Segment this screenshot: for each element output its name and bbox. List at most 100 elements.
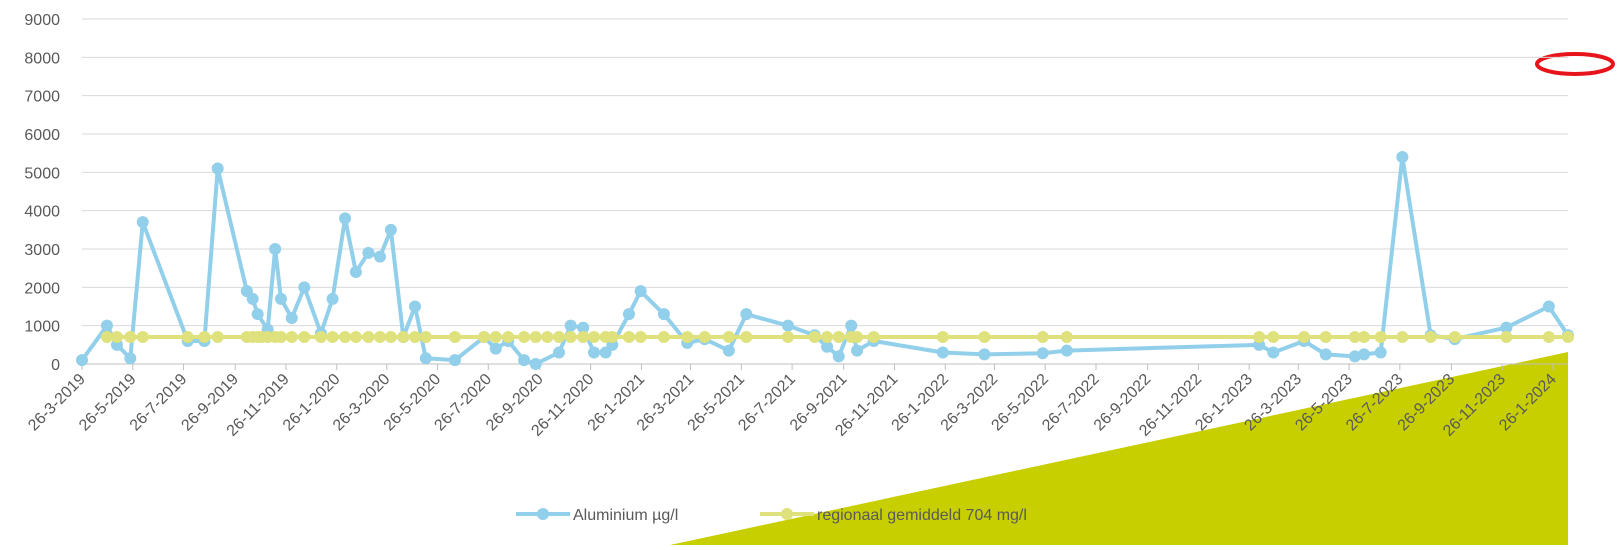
point: [740, 331, 753, 344]
point: [1267, 331, 1280, 344]
point: [553, 331, 566, 344]
point: [489, 331, 502, 344]
point: [362, 246, 375, 259]
point: [408, 331, 421, 344]
point: [553, 346, 566, 359]
point: [529, 331, 542, 344]
y-tick-label: 6000: [24, 127, 60, 144]
legend-marker: [537, 508, 549, 520]
point: [1267, 346, 1280, 359]
y-tick-label: 0: [51, 357, 60, 374]
point: [781, 319, 794, 332]
y-tick-label: 5000: [24, 165, 60, 182]
point: [564, 319, 577, 332]
point: [936, 331, 949, 344]
point: [448, 354, 461, 367]
decoration: [670, 352, 1568, 545]
point: [384, 223, 397, 236]
point: [1319, 331, 1332, 344]
point: [397, 331, 410, 344]
point: [1500, 321, 1513, 334]
point: [362, 331, 375, 344]
point: [518, 331, 531, 344]
point: [808, 331, 821, 344]
point: [657, 331, 670, 344]
point: [136, 331, 149, 344]
point: [251, 308, 264, 321]
point: [564, 331, 577, 344]
point: [1396, 151, 1409, 163]
point: [577, 331, 590, 344]
point: [529, 358, 542, 370]
point: [502, 331, 515, 344]
point: [587, 331, 600, 344]
point: [722, 344, 735, 357]
point: [374, 331, 387, 344]
point: [821, 340, 834, 353]
point: [285, 312, 298, 324]
point: [1500, 331, 1513, 344]
point: [1036, 347, 1049, 360]
point: [1253, 331, 1266, 344]
point: [781, 331, 794, 344]
legend-label: regionaal gemiddeld 704 mg/l: [817, 507, 1027, 524]
point: [622, 308, 635, 321]
point: [326, 331, 339, 344]
point: [634, 331, 647, 344]
point: [1358, 348, 1371, 361]
legend-label: Aluminium µg/l: [573, 507, 678, 524]
y-tick-label: 1000: [24, 319, 60, 336]
point: [1448, 331, 1461, 344]
point: [851, 331, 864, 344]
point: [518, 354, 531, 367]
point: [136, 216, 149, 229]
point: [1060, 331, 1073, 344]
point: [124, 331, 137, 344]
point: [211, 331, 224, 344]
point: [1374, 331, 1387, 344]
point: [1424, 331, 1437, 344]
point: [867, 331, 880, 344]
point: [478, 331, 491, 344]
point: [349, 331, 362, 344]
point: [274, 292, 287, 305]
point: [1374, 346, 1387, 359]
point: [1542, 331, 1555, 344]
point: [314, 331, 327, 344]
point: [110, 331, 123, 344]
point: [845, 319, 858, 332]
point: [978, 331, 991, 344]
point: [821, 331, 834, 344]
point: [181, 331, 194, 344]
point: [100, 319, 113, 332]
point: [349, 266, 362, 278]
point: [326, 292, 339, 305]
point: [1348, 331, 1361, 344]
point: [936, 346, 949, 359]
point: [577, 321, 590, 334]
point: [124, 352, 137, 365]
point: [408, 300, 421, 313]
point: [681, 331, 694, 344]
point: [384, 331, 397, 344]
point: [198, 331, 211, 344]
point: [339, 331, 352, 344]
point: [448, 331, 461, 344]
point: [374, 250, 387, 263]
point: [1396, 331, 1409, 344]
point: [1348, 350, 1361, 363]
point: [1358, 331, 1371, 344]
point: [1542, 300, 1555, 313]
point: [1298, 331, 1311, 344]
point: [740, 308, 753, 321]
point: [606, 331, 619, 344]
point: [832, 350, 845, 363]
y-tick-label: 8000: [24, 50, 60, 67]
point: [298, 281, 311, 294]
point: [1036, 331, 1049, 344]
point: [1319, 348, 1332, 361]
point: [1060, 344, 1073, 357]
point: [246, 292, 259, 305]
point: [100, 331, 113, 344]
point: [419, 352, 432, 365]
